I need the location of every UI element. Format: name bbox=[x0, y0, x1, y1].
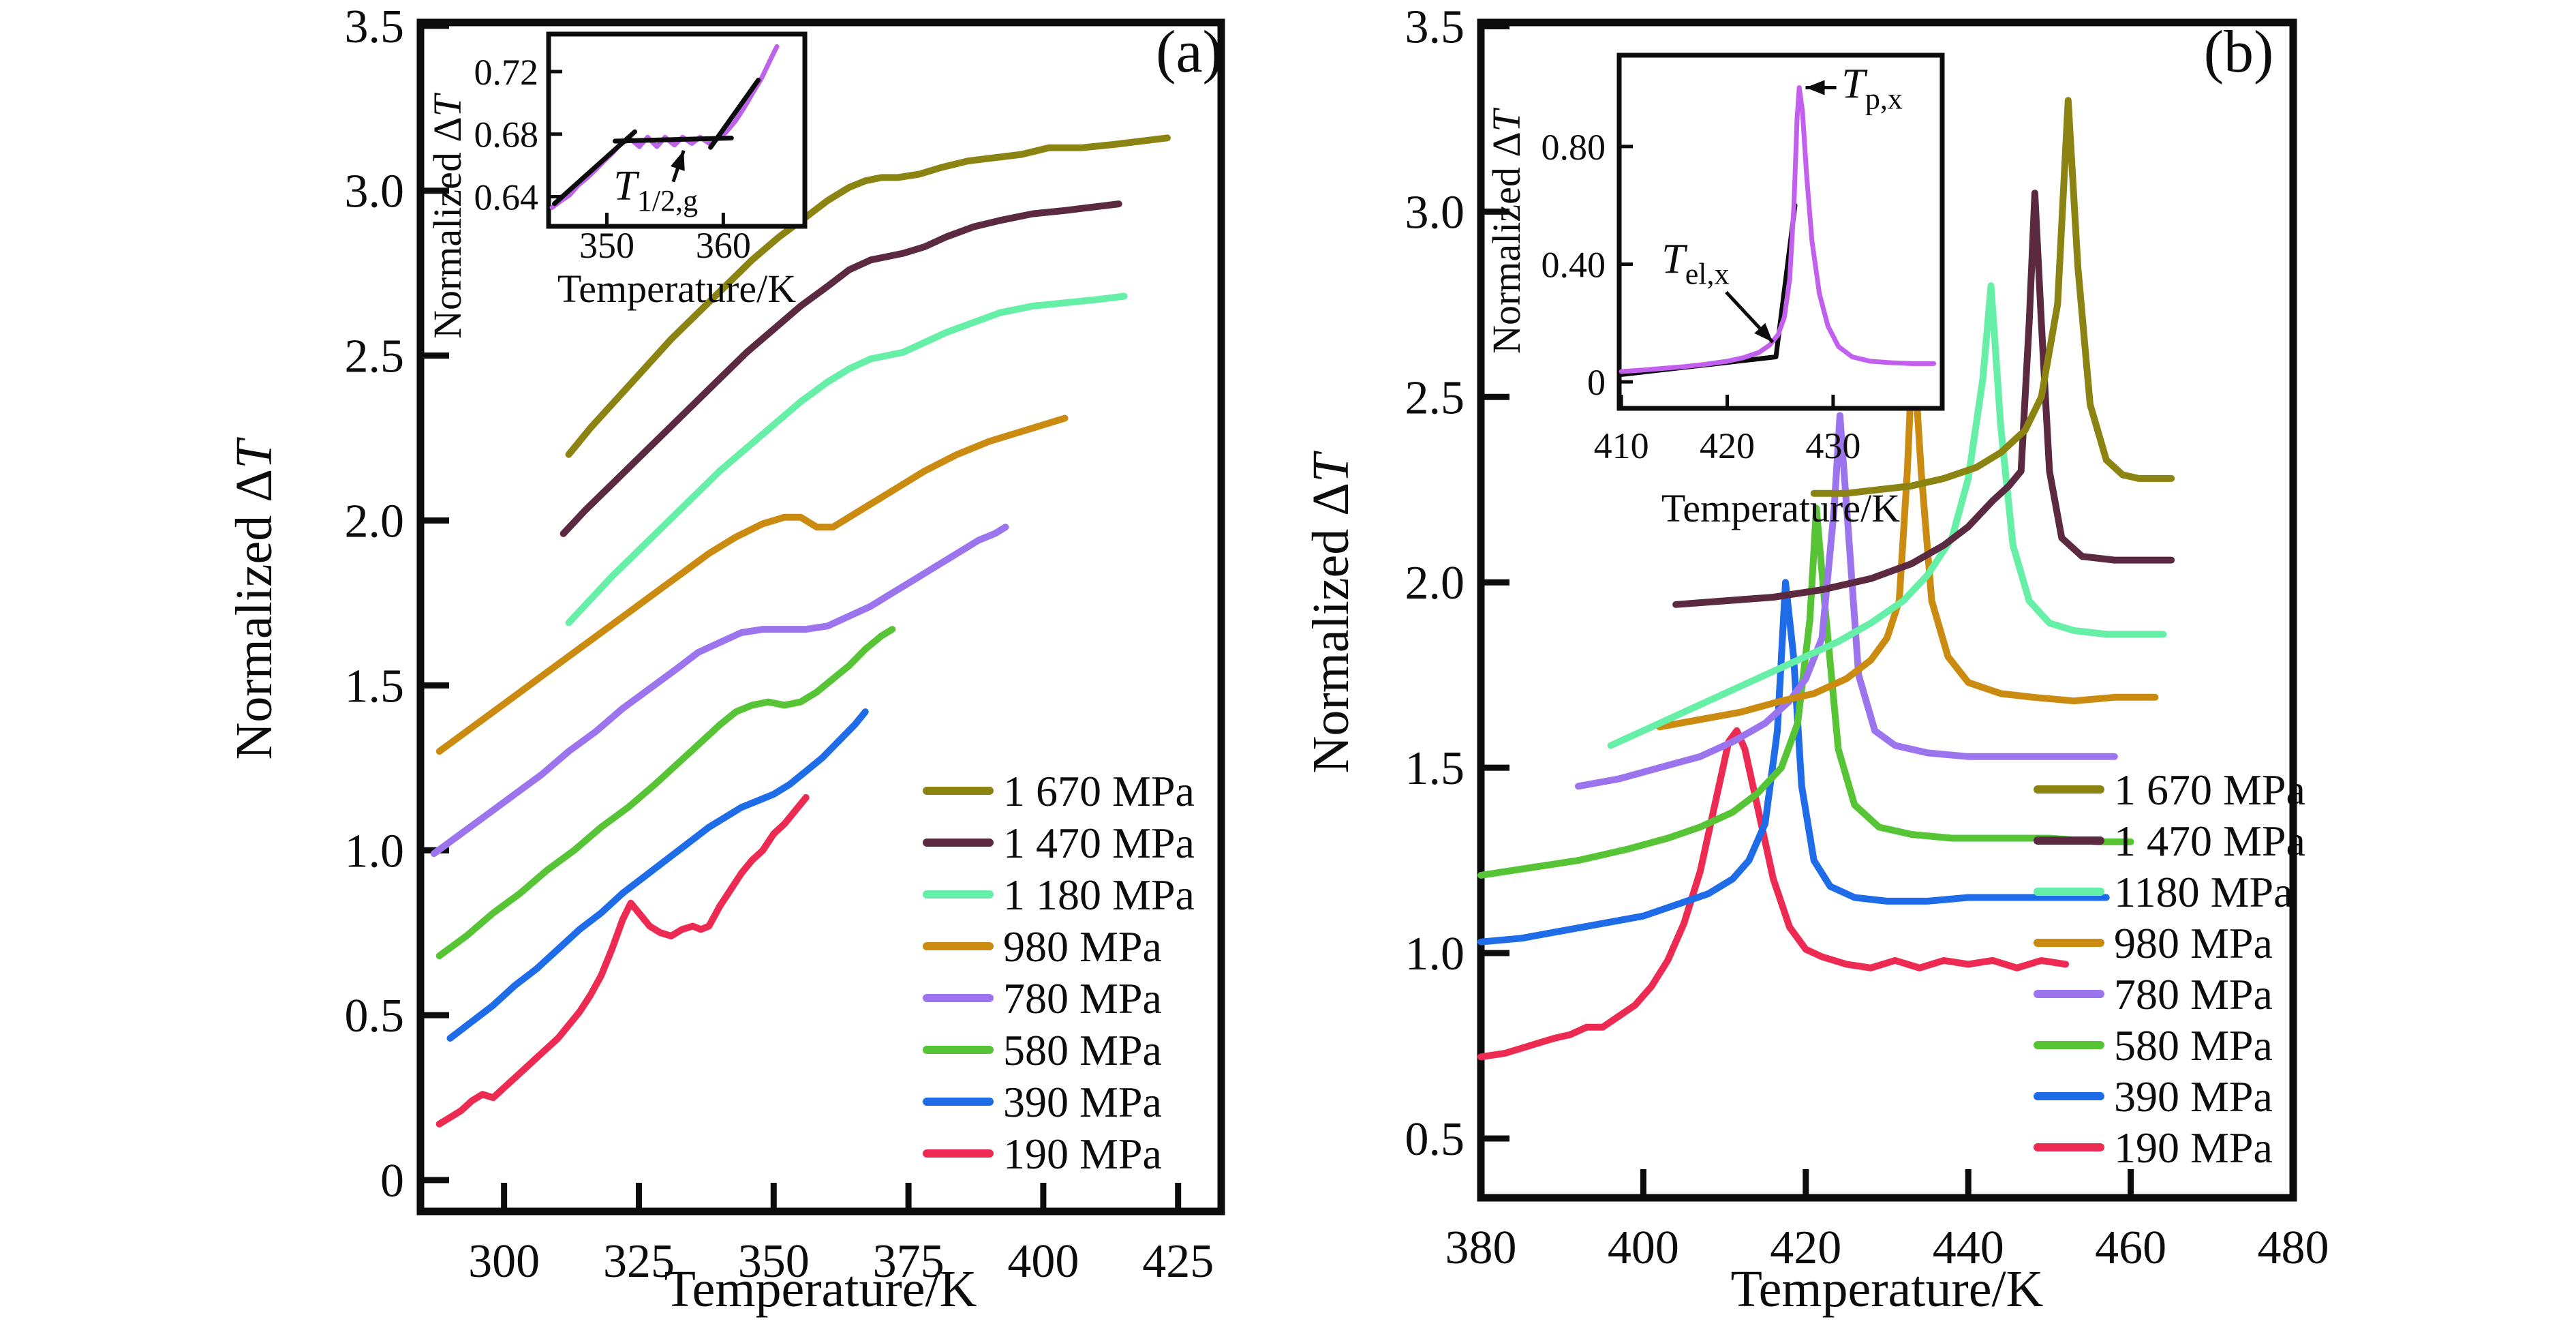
legend-label-1-470-mpa: 1 470 MPa bbox=[2114, 817, 2305, 865]
x-axis-tick-label: 480 bbox=[2258, 1222, 2329, 1274]
y-axis-tick-label: 1.0 bbox=[1405, 928, 1465, 980]
curve-980-mpa bbox=[435, 414, 1069, 755]
inset-guide-line bbox=[708, 78, 761, 150]
inset-curve bbox=[1619, 85, 1937, 374]
legend-label-780-mpa: 780 MPa bbox=[1003, 974, 1162, 1023]
panel-a-inset-border bbox=[546, 31, 808, 229]
x-axis-tick-label: 350 bbox=[738, 1235, 810, 1288]
y-axis-tick-label: 0.5 bbox=[1405, 1113, 1465, 1166]
x-axis-tick-label: 380 bbox=[1445, 1222, 1517, 1274]
x-axis-label: Temperature/K bbox=[1731, 1261, 2044, 1318]
inset-y-axis-label: Normalized ΔT bbox=[425, 92, 470, 339]
x-axis-tick-label: 400 bbox=[1007, 1235, 1079, 1288]
y-axis-label: Normalized ΔT bbox=[1302, 451, 1360, 774]
inset-guide-line bbox=[612, 136, 734, 144]
curve-1-670-mpa bbox=[565, 134, 1171, 458]
curve-780-mpa bbox=[430, 524, 1009, 858]
inset-y-tick-label: 0.40 bbox=[1542, 244, 1606, 285]
y-axis-tick-label: 2.0 bbox=[1405, 557, 1465, 609]
y-axis-tick-label: 2.0 bbox=[345, 495, 405, 547]
inset-y-tick-label: 0.68 bbox=[474, 115, 539, 155]
panel-label: (a) bbox=[1156, 19, 1223, 85]
legend-label-390-mpa: 390 MPa bbox=[2114, 1072, 2273, 1121]
x-axis-tick-label: 325 bbox=[603, 1235, 675, 1288]
legend-label-1-670-mpa: 1 670 MPa bbox=[1003, 767, 1195, 815]
t-half-g-annotation: T1/2,g bbox=[613, 163, 698, 217]
legend-label-1-180-mpa: 1 180 MPa bbox=[1003, 871, 1195, 919]
t-el-x-annotation: Tel,x bbox=[1661, 236, 1729, 290]
x-axis-tick-label: 420 bbox=[1770, 1222, 1841, 1274]
y-axis-label: Normalized ΔT bbox=[226, 437, 283, 760]
y-axis-tick-label: 0 bbox=[380, 1155, 404, 1207]
panel-a: 300 325 350 375 400 425 0 0.5 1.0 1.5 2.0 2.5 3.0 3.5… bbox=[226, 1, 1225, 1318]
y-axis-tick-label: 2.5 bbox=[1405, 372, 1465, 424]
panel-b-plot-border bbox=[1477, 18, 2297, 1202]
t-el-x-arrow bbox=[1725, 290, 1775, 344]
legend-label-1-670-mpa: 1 670 MPa bbox=[2114, 766, 2305, 814]
y-axis-tick-label: 3.5 bbox=[1405, 1, 1465, 53]
inset-y-axis-label: Normalized ΔT bbox=[1484, 107, 1529, 354]
inset-y-tick-label: 0.80 bbox=[1542, 127, 1606, 168]
x-axis-label: Temperature/K bbox=[664, 1261, 977, 1318]
inset-y-tick-label: 0.64 bbox=[474, 177, 539, 217]
legend-label-1-470-mpa: 1 470 MPa bbox=[1003, 819, 1195, 867]
legend-label-580-mpa: 580 MPa bbox=[2114, 1021, 2273, 1070]
x-axis-tick-label: 440 bbox=[1933, 1222, 2004, 1274]
inset-x-tick-label: 360 bbox=[696, 225, 751, 266]
y-axis-tick-label: 1.0 bbox=[345, 825, 405, 877]
x-axis-tick-label: 300 bbox=[468, 1235, 540, 1288]
y-axis-tick-label: 1.5 bbox=[1405, 742, 1465, 795]
y-axis-tick-label: 2.5 bbox=[345, 331, 405, 383]
y-axis-tick-label: 3.5 bbox=[345, 1, 405, 53]
inset-x-tick-label: 430 bbox=[1805, 425, 1860, 466]
inset-x-tick-label: 410 bbox=[1594, 425, 1649, 466]
panel-a-inset: 350 360 0.64 0.68 0.72 Temperature/K Normalize… bbox=[425, 31, 808, 339]
panel-a-plot-border bbox=[416, 18, 1225, 1216]
curve-1-670-mpa bbox=[1810, 97, 2175, 497]
inset-y-tick-label: 0 bbox=[1587, 362, 1606, 403]
curve-780-mpa bbox=[1575, 412, 2118, 790]
inset-curve bbox=[549, 44, 780, 210]
curve-1-470-mpa bbox=[559, 200, 1122, 537]
inset-guide-line bbox=[552, 129, 637, 207]
panel-b: 380 400 420 440 460 480 0.5 1.0 1.5 2.0 2.5 3.0 3.5 T… bbox=[1302, 1, 2329, 1318]
t-half-g-arrow bbox=[670, 150, 686, 183]
legend-label-190-mpa: 190 MPa bbox=[1003, 1130, 1162, 1178]
curve-390-mpa bbox=[1477, 579, 2110, 946]
y-axis-tick-label: 3.0 bbox=[345, 166, 405, 218]
curve-1-470-mpa bbox=[1672, 190, 2175, 608]
inset-x-axis-label: Temperature/K bbox=[1661, 486, 1900, 530]
inset-x-axis-label: Temperature/K bbox=[557, 267, 796, 311]
y-axis-tick-label: 0.5 bbox=[345, 990, 405, 1042]
legend-label-190-mpa: 190 MPa bbox=[2114, 1123, 2273, 1172]
panel-label: (b) bbox=[2204, 19, 2274, 85]
legend-label-980-mpa: 980 MPa bbox=[2114, 919, 2273, 967]
legend-label-1180-mpa: 1180 MPa bbox=[2114, 868, 2293, 916]
inset-x-tick-label: 420 bbox=[1700, 425, 1755, 466]
y-axis-tick-label: 3.0 bbox=[1405, 186, 1465, 239]
curve-1-180-mpa bbox=[565, 292, 1128, 627]
x-axis-tick-label: 400 bbox=[1608, 1222, 1679, 1274]
legend-label-780-mpa: 780 MPa bbox=[2114, 970, 2273, 1018]
y-axis-tick-label: 1.5 bbox=[345, 660, 405, 712]
t-p-x-annotation: Tp,x bbox=[1841, 61, 1902, 116]
inset-y-tick-label: 0.72 bbox=[474, 52, 539, 93]
x-axis-tick-label: 460 bbox=[2095, 1222, 2166, 1274]
x-axis-tick-label: 375 bbox=[873, 1235, 945, 1288]
panel-b-inset-border bbox=[1616, 52, 1945, 411]
x-axis-tick-label: 425 bbox=[1142, 1235, 1214, 1288]
curve-190-mpa bbox=[435, 794, 810, 1128]
legend-label-390-mpa: 390 MPa bbox=[1003, 1078, 1162, 1126]
curve-580-mpa bbox=[1477, 504, 2134, 879]
legend-label-580-mpa: 580 MPa bbox=[1003, 1026, 1162, 1074]
inset-x-tick-label: 350 bbox=[579, 225, 634, 266]
curve-390-mpa bbox=[446, 708, 869, 1042]
panel-b-inset: 410 420 430 0 0.40 0.80 Temperature/K Normalize… bbox=[1484, 52, 1945, 530]
legend-label-980-mpa: 980 MPa bbox=[1003, 922, 1162, 971]
curve-580-mpa bbox=[435, 626, 896, 960]
